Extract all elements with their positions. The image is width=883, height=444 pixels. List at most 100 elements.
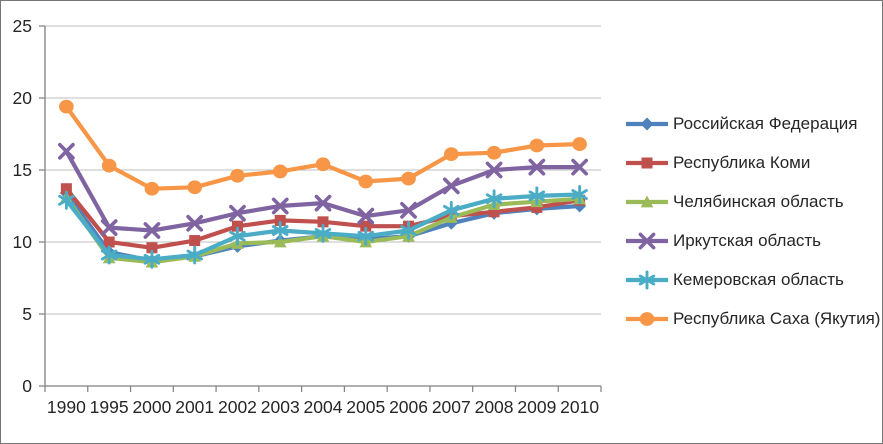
legend-label: Челябинская область	[673, 191, 844, 211]
asterisk-marker	[485, 189, 503, 209]
asterisk-marker	[143, 249, 161, 269]
legend-label: Российская Федерация	[673, 113, 858, 133]
triangle-marker	[273, 235, 287, 248]
x-axis-tick-label: 2010	[560, 397, 599, 417]
legend-label: Республика Коми	[673, 152, 811, 172]
y-axis-tick-label: 20	[13, 88, 33, 108]
legend-item: Челябинская область	[624, 182, 880, 221]
x-axis-tick-label: 1995	[90, 397, 129, 417]
x-marker	[638, 232, 656, 249]
y-axis-tick-label: 15	[13, 160, 32, 180]
asterisk-marker	[58, 190, 75, 210]
legend-label: Республика Саха (Якутия)	[673, 308, 881, 328]
circle-marker	[444, 147, 459, 162]
x-marker	[57, 142, 75, 160]
x-axis-tick-label: 2001	[175, 397, 214, 417]
x-marker	[485, 161, 503, 179]
legend-marker-x-icon	[626, 232, 668, 249]
x-marker	[571, 158, 589, 176]
square-marker	[274, 214, 286, 226]
x-axis-tick-label: 2003	[261, 397, 300, 417]
x-axis-tick-label: 1990	[47, 397, 86, 417]
y-axis-tick-label: 25	[13, 16, 32, 36]
asterisk-marker	[571, 185, 588, 204]
x-axis-tick-label: 2008	[475, 397, 514, 417]
square-marker	[317, 216, 329, 228]
asterisk-marker	[100, 245, 118, 265]
circle-marker	[358, 174, 374, 189]
circle-marker	[401, 171, 416, 186]
legend-item: Кемеровская область	[624, 260, 880, 299]
x-axis-tick-label: 2004	[304, 397, 343, 417]
x-axis-tick-label: 2006	[389, 397, 428, 417]
x-marker	[314, 194, 332, 212]
square-marker	[641, 157, 653, 168]
x-axis-tick-label: 2007	[432, 397, 471, 417]
circle-marker	[59, 99, 74, 114]
circle-marker	[187, 180, 202, 195]
x-marker	[143, 222, 161, 239]
x-axis-tick-label: 2009	[517, 397, 556, 417]
asterisk-marker	[271, 221, 289, 240]
circle-marker	[230, 168, 245, 183]
circle-marker	[529, 138, 545, 153]
series-markers-5	[59, 99, 587, 196]
series-markers-4	[58, 185, 588, 269]
asterisk-marker	[357, 226, 375, 246]
x-marker	[100, 219, 118, 236]
diamond-marker	[640, 117, 654, 130]
circle-marker	[315, 157, 331, 172]
circle-marker	[639, 311, 655, 326]
asterisk-marker	[229, 226, 246, 246]
x-marker	[442, 177, 460, 195]
legend-item: Республика Саха (Якутия)	[624, 299, 880, 338]
x-marker	[528, 158, 546, 176]
chart-legend: Российская Федерация Республика Коми Челяб…	[624, 104, 880, 338]
legend-marker-square-icon	[626, 157, 668, 168]
legend-marker-triangle-icon	[626, 195, 668, 207]
asterisk-marker	[400, 221, 417, 240]
y-axis-tick-label: 10	[13, 232, 33, 252]
asterisk-marker	[443, 200, 460, 220]
y-axis-tick-label: 0	[22, 376, 32, 396]
square-marker	[103, 236, 115, 248]
legend-item: Российская Федерация	[624, 104, 880, 143]
y-axis-tick-label: 5	[22, 304, 32, 324]
circle-marker	[572, 137, 587, 151]
asterisk-marker	[314, 223, 332, 243]
square-marker	[531, 201, 543, 213]
x-marker	[271, 197, 289, 215]
x-axis-tick-label: 2000	[132, 397, 171, 417]
square-marker	[189, 235, 201, 247]
asterisk-marker	[528, 186, 546, 206]
square-marker	[231, 220, 243, 232]
legend-item: Иркутская область	[624, 221, 880, 260]
circle-marker	[101, 158, 117, 173]
legend-label: Кемеровская область	[673, 269, 844, 289]
square-marker	[60, 183, 72, 195]
x-marker	[357, 207, 375, 225]
legend-marker-asterisk-icon	[626, 270, 668, 289]
triangle-marker	[640, 195, 654, 207]
x-axis-tick-label: 2005	[346, 397, 385, 417]
x-axis-tick-label: 2002	[218, 397, 257, 417]
circle-marker	[144, 181, 160, 196]
circle-marker	[272, 164, 288, 179]
legend-item: Республика Коми	[624, 143, 880, 182]
asterisk-marker	[186, 245, 203, 265]
series-line-5	[64, 104, 582, 191]
square-marker	[360, 220, 372, 232]
square-marker	[488, 206, 500, 218]
x-marker	[400, 201, 417, 219]
x-marker	[186, 214, 204, 232]
legend-label: Иркутская область	[673, 230, 822, 250]
x-marker	[229, 204, 246, 222]
legend-marker-diamond-icon	[626, 117, 668, 130]
series-markers-3	[57, 142, 589, 239]
square-marker	[146, 242, 158, 254]
legend-marker-circle-icon	[626, 311, 668, 326]
circle-marker	[486, 145, 502, 160]
asterisk-marker	[638, 270, 656, 289]
